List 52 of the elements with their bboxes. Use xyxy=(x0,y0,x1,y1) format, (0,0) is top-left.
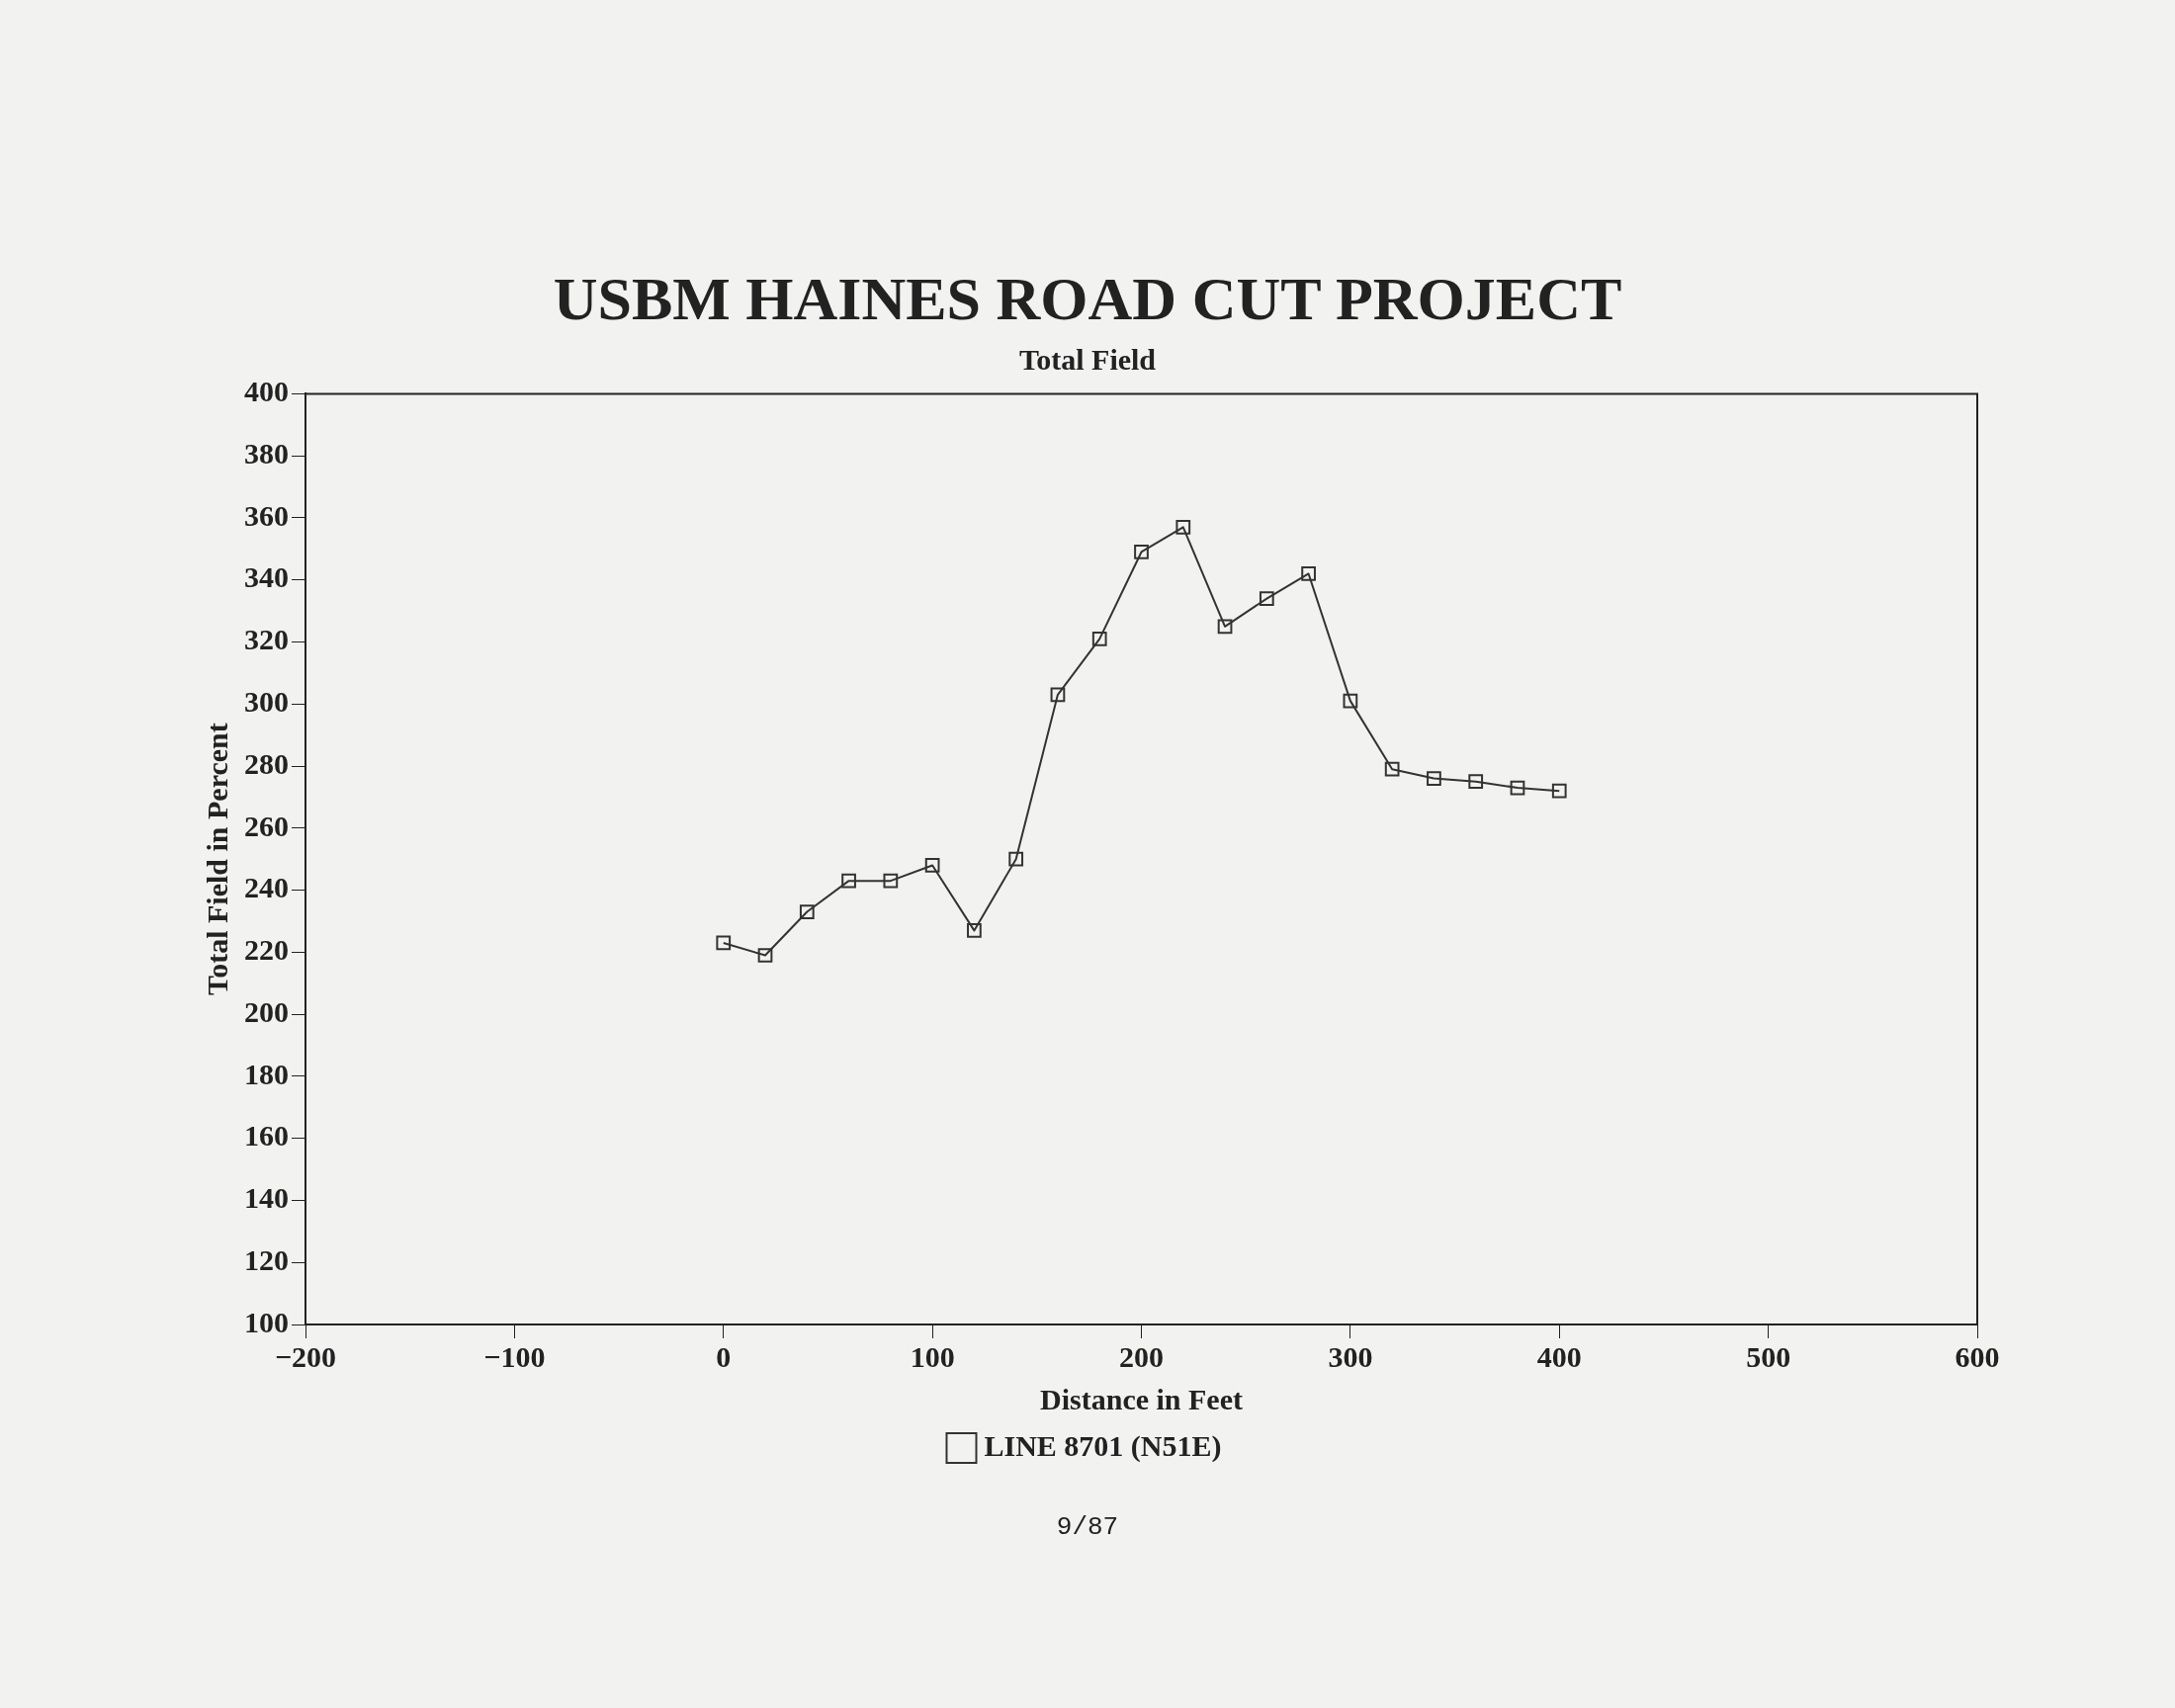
y-tick-label: 260 xyxy=(244,809,289,842)
point xyxy=(967,923,982,938)
y-tick-label: 400 xyxy=(244,375,289,408)
point xyxy=(1510,780,1525,796)
point xyxy=(841,873,856,889)
y-axis-title: Total Field in Percent xyxy=(200,723,233,996)
point xyxy=(1343,693,1358,709)
point xyxy=(799,904,815,919)
text: 9/87 xyxy=(1055,1512,1120,1542)
x-tick-label: 500 xyxy=(1746,1339,1791,1373)
y-tick-label: 360 xyxy=(244,498,289,532)
point xyxy=(1050,687,1066,703)
point xyxy=(757,948,773,963)
point xyxy=(883,873,899,889)
x-tick-label: 200 xyxy=(1119,1339,1164,1373)
point xyxy=(1551,783,1567,799)
point xyxy=(1427,771,1441,786)
x-tick-label: 300 xyxy=(1328,1339,1373,1373)
point xyxy=(1468,774,1484,790)
x-tick-label: 0 xyxy=(716,1339,732,1373)
x-axis-title: Distance in Feet xyxy=(1040,1382,1243,1415)
y-tick-label: 180 xyxy=(244,1057,289,1090)
y-tick-label: 220 xyxy=(244,933,289,967)
point xyxy=(1175,520,1191,535)
legend-label: LINE 8701 (N51E) xyxy=(984,1428,1222,1463)
x-tick-label: −200 xyxy=(274,1339,337,1373)
y-tick-label: 240 xyxy=(244,871,289,904)
x-tick-label: 100 xyxy=(910,1339,955,1373)
y-tick-label: 160 xyxy=(244,1119,289,1153)
x-tick-label: 400 xyxy=(1536,1339,1582,1373)
point xyxy=(716,935,732,951)
chart-title: USBM HAINES ROAD CUT PROJECT xyxy=(553,265,1622,333)
x-tick-label: −100 xyxy=(483,1339,546,1373)
y-tick-label: 200 xyxy=(244,994,289,1028)
y-tick-label: 120 xyxy=(244,1242,289,1276)
chart-subtitle: Total Field xyxy=(1018,343,1157,377)
y-tick-label: 300 xyxy=(244,685,289,719)
point xyxy=(1134,545,1149,559)
point xyxy=(1008,851,1024,867)
y-tick-label: 100 xyxy=(244,1305,289,1338)
y-tick-label: 320 xyxy=(244,623,289,656)
point xyxy=(1384,761,1400,777)
y-tick-label: 140 xyxy=(244,1181,289,1215)
y-tick-label: 340 xyxy=(244,560,289,594)
x-tick-label: 600 xyxy=(1955,1339,2000,1373)
point xyxy=(1301,566,1316,581)
point xyxy=(1259,591,1274,606)
y-tick-label: 280 xyxy=(244,746,289,780)
point xyxy=(1217,619,1233,635)
y-tick-label: 380 xyxy=(244,436,289,470)
point xyxy=(924,858,940,873)
point xyxy=(1091,631,1107,646)
